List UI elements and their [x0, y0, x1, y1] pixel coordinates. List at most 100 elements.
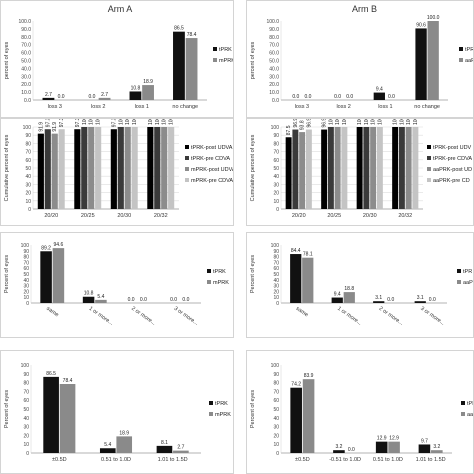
bar: [356, 127, 363, 209]
y-tick-label: 70.0: [21, 43, 31, 49]
data-label: 87.5: [286, 125, 292, 135]
x-tick-label: loss 3: [295, 104, 309, 110]
legend-swatch: [207, 280, 211, 284]
data-label: 10.8: [131, 85, 141, 91]
bar: [156, 445, 173, 453]
data-label: 3.1: [375, 295, 382, 301]
data-label: 18.9: [119, 430, 129, 436]
bar: [99, 448, 116, 453]
data-label: 94.6: [54, 242, 64, 248]
data-label: 100.0: [148, 119, 154, 125]
chart-arm-a-lines: 0 10 20 30 40 50 60 70 80 90 100 Percent of eyes 89.…: [0, 232, 234, 338]
data-label: 100.0: [364, 119, 370, 125]
legend-swatch: [213, 47, 217, 51]
y-tick-label: 100.0: [266, 19, 279, 25]
y-tick-label: 80: [273, 381, 279, 387]
data-label: 5.4: [97, 294, 104, 300]
bar: [40, 251, 52, 303]
legend-entry: tPR: [467, 401, 473, 407]
bar: [292, 129, 299, 209]
y-tick-label: 90: [273, 133, 279, 139]
legend-swatch: [185, 178, 189, 182]
bar: [42, 97, 55, 100]
x-tick-label: loss 2: [91, 104, 105, 110]
data-label: 100.0: [82, 119, 88, 125]
legend-swatch: [457, 280, 461, 284]
data-label: 100.0: [393, 119, 399, 125]
bar: [375, 441, 388, 453]
data-label: 91.9: [38, 122, 44, 132]
y-tick-label: 80: [25, 141, 31, 147]
data-label: 97.3: [59, 119, 65, 127]
bar: [81, 127, 88, 209]
y-tick-label: 30: [273, 425, 279, 431]
y-tick-label: 40: [273, 416, 279, 422]
x-tick-label: 0.51 to 1.0D: [101, 457, 131, 463]
data-label: 96.9: [322, 119, 328, 128]
chart-svg: Arm A 0.0 10.0 20.0 30.0 40.050.0 60.0 70.0 80.0…: [4, 4, 233, 110]
x-tick-label: loss 2: [336, 104, 350, 110]
y-tick-label: 50: [273, 166, 279, 172]
data-label: 0.0: [88, 94, 95, 100]
data-label: 100.0: [357, 119, 363, 125]
bar: [299, 132, 306, 209]
bar: [168, 127, 175, 209]
bar: [59, 384, 76, 453]
y-axis-label: Percent of eyes: [4, 255, 10, 293]
legend-swatch: [461, 401, 465, 405]
data-label: 100.0: [96, 119, 102, 125]
data-label: 9.7: [421, 438, 428, 444]
y-tick-label: 30: [273, 284, 279, 290]
data-label: 83.9: [304, 373, 314, 379]
chart-title: Arm B: [352, 4, 377, 14]
legend-entry: mPRK-post UDVA: [191, 167, 233, 173]
y-tick-label: 70.0: [269, 43, 279, 49]
data-label: 93.8: [300, 120, 306, 130]
chart-title: Arm A: [108, 4, 133, 14]
y-tick-label: 20: [273, 191, 279, 197]
y-tick-label: 60: [273, 398, 279, 404]
bar: [302, 379, 315, 453]
legend-entry: tPRK: [219, 47, 232, 53]
bar: [331, 297, 343, 303]
bar: [44, 129, 51, 209]
y-tick-label: 100: [21, 243, 30, 249]
y-tick-label: 0: [26, 301, 29, 307]
y-tick-label: 10: [23, 442, 29, 448]
data-label: 100.0: [125, 119, 131, 125]
bar: [98, 97, 111, 100]
y-tick-label: 10.0: [269, 90, 279, 96]
x-tick-label: 3 or more...: [173, 306, 200, 327]
data-label: 100.0: [342, 119, 348, 125]
y-tick-label: 30: [273, 182, 279, 188]
bar: [334, 127, 341, 209]
y-tick-label: 30: [23, 425, 29, 431]
data-label: 8.1: [161, 440, 168, 446]
bar: [173, 31, 185, 100]
bar: [173, 450, 189, 453]
data-label: 0.0: [128, 297, 135, 303]
x-tick-label: 1 or more...: [336, 306, 363, 327]
bar: [52, 248, 65, 303]
y-tick-label: 40.0: [269, 66, 279, 72]
data-label: 3.2: [433, 444, 440, 450]
y-tick-label: 30.0: [269, 74, 279, 80]
y-tick-label: 100: [21, 363, 30, 369]
legend-swatch: [457, 269, 461, 273]
legend-swatch: [427, 167, 431, 171]
y-tick-label: 40: [23, 416, 29, 422]
legend-entry: tPRK-pre CDVA: [433, 156, 472, 162]
chart-svg: 0 10 20 30 40 50 60 70 80 90 100 Percent of eyes 74.…: [250, 363, 473, 463]
y-tick-label: 80: [23, 255, 29, 261]
chart-svg: 0 10 20 30 40 50 60 70 80 90 100 Cumulative percent…: [4, 119, 233, 219]
bar: [418, 444, 431, 453]
y-axis-label: Percent of eyes: [4, 390, 10, 428]
bar: [161, 127, 168, 209]
data-label: 12.9: [377, 436, 387, 442]
data-label: 97.3: [45, 119, 51, 127]
legend-entry: aaPRK: [465, 58, 473, 64]
y-tick-label: 30.0: [21, 74, 31, 80]
data-label: 100.0: [427, 15, 440, 21]
y-tick-label: 60: [23, 398, 29, 404]
x-tick-label: same: [45, 306, 59, 319]
